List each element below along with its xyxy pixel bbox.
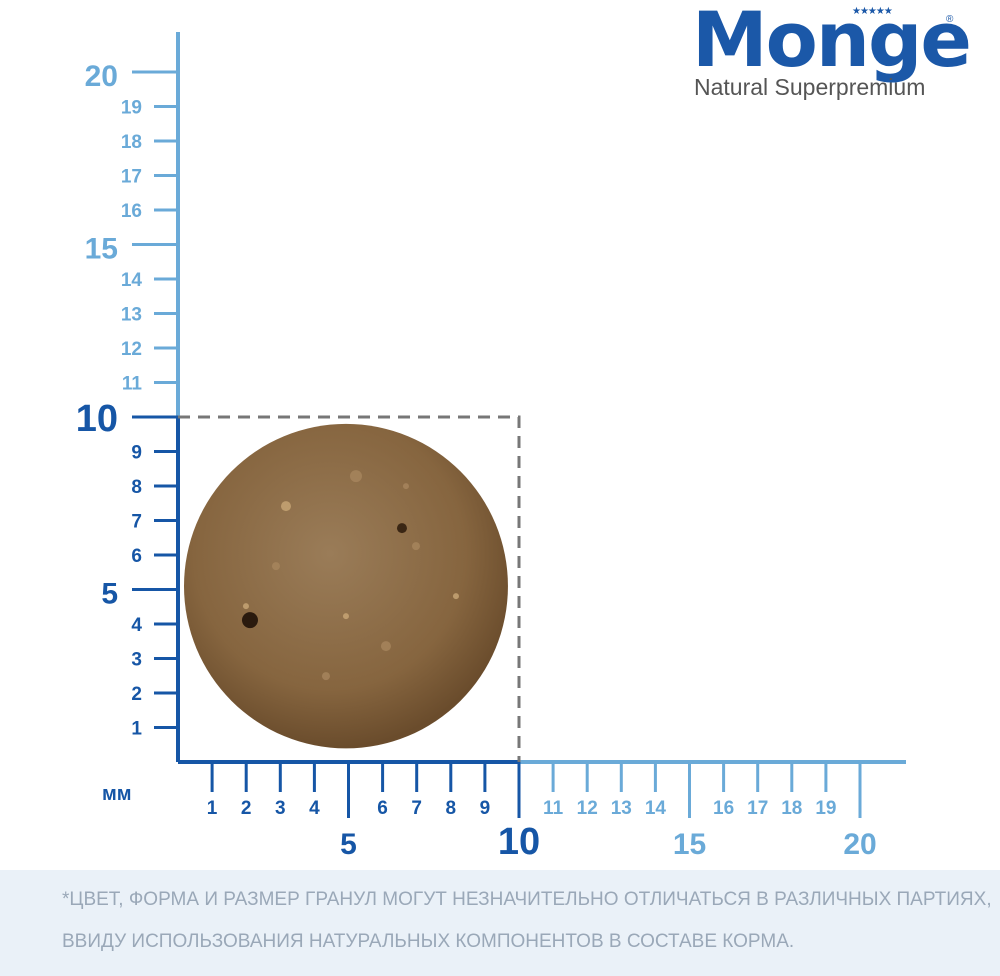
y-tick-label-18: 18 [121, 132, 142, 153]
y-tick-label-10: 10 [76, 398, 118, 440]
ruler-labels: 1122334455667788991010111112121313141415… [76, 60, 877, 863]
x-tick-label-2: 2 [241, 798, 252, 819]
y-tick-label-13: 13 [121, 305, 142, 326]
y-tick-label-2: 2 [131, 684, 142, 705]
x-tick-label-6: 6 [377, 798, 388, 819]
kibble-speck [271, 562, 280, 571]
y-tick-label-16: 16 [121, 201, 142, 222]
kibble-hole [241, 612, 258, 629]
x-tick-label-18: 18 [781, 798, 802, 819]
x-tick-label-16: 16 [713, 798, 734, 819]
y-tick-label-8: 8 [131, 477, 142, 498]
x-tick-label-11: 11 [543, 798, 564, 819]
y-tick-label-4: 4 [131, 615, 142, 636]
disclaimer-line-1: *ЦВЕТ, ФОРМА И РАЗМЕР ГРАНУЛ МОГУТ НЕЗНА… [62, 889, 992, 910]
x-tick-label-10: 10 [498, 821, 540, 863]
kibble-speck [380, 641, 391, 652]
measure-box [178, 415, 521, 762]
y-tick-label-19: 19 [121, 98, 142, 119]
brand-tagline: Natural Superpremium [694, 74, 926, 100]
y-tick-label-15: 15 [85, 233, 118, 266]
x-tick-label-13: 13 [611, 798, 632, 819]
kibble-speck [342, 613, 349, 620]
y-tick-label-7: 7 [131, 512, 142, 533]
x-tick-label-8: 8 [446, 798, 457, 819]
y-tick-label-1: 1 [131, 719, 142, 740]
kibble [184, 423, 508, 749]
y-tick-label-17: 17 [121, 167, 142, 188]
y-tick-label-5: 5 [101, 578, 118, 611]
y-tick-label-9: 9 [131, 443, 142, 464]
y-tick-label-20: 20 [85, 60, 118, 93]
disclaimer-band [0, 870, 1000, 976]
disclaimer-line-2: ВВИДУ ИСПОЛЬЗОВАНИЯ НАТУРАЛЬНЫХ КОМПОНЕН… [62, 931, 795, 952]
x-tick-label-3: 3 [275, 798, 286, 819]
x-tick-label-17: 17 [747, 798, 768, 819]
unit-label: мм [102, 783, 132, 805]
kibble-speck [321, 672, 330, 681]
x-tick-label-1: 1 [207, 798, 218, 819]
y-tick-label-6: 6 [131, 546, 142, 567]
x-tick-label-9: 9 [480, 798, 491, 819]
kibble-layer [184, 423, 508, 749]
kibble-speck [280, 501, 291, 512]
x-tick-label-4: 4 [309, 798, 320, 819]
brand-logo: Monge [692, 0, 972, 84]
registered-mark: ® [946, 14, 954, 25]
kibble-speck [242, 603, 249, 610]
kibble-speck [452, 593, 459, 600]
x-tick-label-5: 5 [340, 828, 357, 861]
x-tick-label-20: 20 [843, 828, 876, 861]
y-tick-label-12: 12 [121, 339, 142, 360]
kibble-speck [411, 542, 420, 551]
x-tick-label-12: 12 [577, 798, 598, 819]
y-tick-label-14: 14 [121, 270, 143, 291]
kibble-speck [349, 470, 362, 483]
kibble-hole [396, 523, 407, 534]
y-tick-label-3: 3 [131, 650, 142, 671]
kibble-speck [402, 483, 409, 490]
x-tick-label-19: 19 [815, 798, 836, 819]
x-tick-label-14: 14 [645, 798, 667, 819]
x-tick-label-15: 15 [673, 828, 706, 861]
ruler-axes [132, 32, 906, 818]
y-tick-label-11: 11 [122, 374, 143, 395]
logo-stars-icon: ★★★★★ [852, 6, 893, 17]
x-tick-label-7: 7 [411, 798, 422, 819]
